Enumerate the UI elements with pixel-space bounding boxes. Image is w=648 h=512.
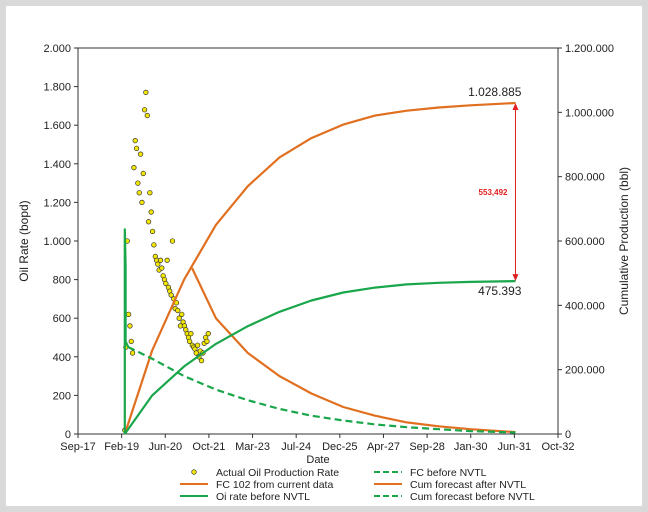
x-tick-label: Jun-20 (148, 441, 182, 453)
y-right-tick-label: 1.200.000 (565, 43, 614, 55)
scatter-point (129, 350, 136, 356)
series-line-oi-rate-before-nvtl (123, 228, 130, 434)
y-left-tick-label: 1.400 (43, 159, 71, 171)
legend-marker (191, 469, 197, 475)
scatter-point (176, 315, 182, 321)
y-left-tick-label: 200 (53, 390, 71, 402)
scatter-point (168, 292, 174, 298)
scatter-point (163, 280, 169, 287)
scatter-point (186, 338, 193, 345)
scatter-point (159, 265, 165, 271)
scatter-point (188, 330, 194, 337)
scatter-point (127, 323, 133, 329)
x-tick-label: Feb-19 (104, 441, 139, 453)
scatter-point (133, 145, 140, 152)
scatter-point (198, 358, 205, 364)
y-left-tick-label: 800 (53, 275, 71, 287)
scatter-point (131, 165, 137, 171)
y-right-tick-label: 1.000.000 (565, 107, 614, 119)
x-tick-label: Oct-32 (541, 441, 574, 453)
y-left-tick-label: 1.000 (43, 236, 71, 248)
scatter-point (128, 338, 134, 345)
y-right-tick-label: 600.000 (565, 236, 605, 248)
x-tick-label: Sep-28 (409, 441, 444, 453)
y-left-tick-label: 400 (53, 352, 71, 364)
series-line-fc-102-from-current-data (191, 267, 516, 434)
x-tick-label: Oct-21 (192, 441, 225, 453)
chart: 0 200 400 600 800 1.000 1.200 1.400 1.600 1.800 2.… (17, 43, 631, 503)
x-tick-label: Sep-17 (60, 441, 95, 453)
x-tick-label: Jan-30 (454, 441, 488, 453)
annotation-difference: 553,492 (479, 188, 508, 197)
y-right-tick-label: 0 (565, 429, 571, 441)
scatter-point (179, 311, 185, 317)
scatter-point (157, 257, 164, 263)
scatter-point (139, 199, 145, 206)
legend-item: Actual Oil Production Rate (191, 467, 339, 479)
legend-label: Cum forecast before NVTL (410, 491, 535, 503)
y-left-tick-label: 1.800 (43, 82, 71, 94)
series-line-cum-forecast-after-nvtl (123, 101, 516, 435)
series-line-cum-forecast-before-nvtl (123, 280, 516, 435)
scatter-point (136, 190, 142, 196)
legend-item: FC before NVTL (374, 467, 487, 479)
y-right-axis-label: Cumulative Production (bbl) (617, 167, 631, 315)
y-left-tick-label: 0 (65, 429, 71, 441)
x-tick-label: Apr-27 (367, 441, 400, 453)
y-left-tick-label: 1.600 (43, 120, 71, 132)
scatter-point (204, 338, 210, 345)
y-left-tick-label: 1.200 (43, 197, 71, 209)
scatter-point (132, 137, 138, 144)
scatter-point (147, 190, 153, 196)
scatter-point (144, 112, 150, 119)
scatter-point (140, 170, 146, 177)
scatter-point (149, 228, 156, 235)
legend-label: Cum forecast after NVTL (410, 479, 526, 491)
scatter-point (141, 107, 148, 113)
scatter-point (169, 238, 176, 244)
difference-arrow-head-up (512, 103, 519, 111)
scatter-point (145, 219, 152, 225)
scatter-point (164, 257, 170, 263)
series-line-fc-before-nvtl (127, 346, 516, 434)
x-tick-label: Jun-31 (498, 441, 532, 453)
difference-arrow-head-down (512, 274, 519, 282)
scatter-point (137, 151, 144, 157)
x-axis-label: Date (306, 454, 329, 466)
y-left-tick-label: 600 (53, 313, 71, 325)
scatter-point (205, 330, 211, 337)
legend-item: Oi rate before NVTL (180, 491, 310, 503)
chart-panel: 0 200 400 600 800 1.000 1.200 1.400 1.600 1.800 2.… (6, 6, 642, 506)
scatter-point (155, 261, 161, 267)
scatter-point (151, 242, 157, 248)
x-tick-label: Dec-25 (322, 441, 357, 453)
plot-frame (77, 47, 559, 435)
x-tick-label: Jul-24 (281, 441, 311, 453)
scatter-point (143, 89, 149, 96)
y-right-tick-label: 800.000 (565, 172, 605, 184)
annotation-top-value: 1.028.885 (468, 85, 522, 99)
scatter-point (135, 180, 141, 186)
y-right-tick-label: 400.000 (565, 300, 605, 312)
legend-label: Oi rate before NVTL (216, 491, 310, 503)
y-left-axis-label: Oil Rate (bopd) (17, 200, 31, 281)
legend-label: FC before NVTL (410, 467, 487, 479)
legend-label: FC 102 from current data (216, 479, 333, 491)
x-tick-label: Mar-23 (235, 441, 270, 453)
y-right-tick-label: 200.000 (565, 365, 605, 377)
legend-label: Actual Oil Production Rate (216, 467, 339, 479)
scatter-point (125, 311, 132, 317)
annotation-bottom-value: 475.393 (478, 284, 522, 298)
legend-item: FC 102 from current data (180, 479, 333, 491)
scatter-point (175, 307, 181, 314)
y-left-tick-label: 2.000 (43, 43, 71, 55)
scatter-point (148, 209, 154, 215)
legend-item: Cum forecast before NVTL (374, 491, 535, 503)
legend-item: Cum forecast after NVTL (374, 479, 526, 491)
scatter-point (194, 342, 201, 348)
